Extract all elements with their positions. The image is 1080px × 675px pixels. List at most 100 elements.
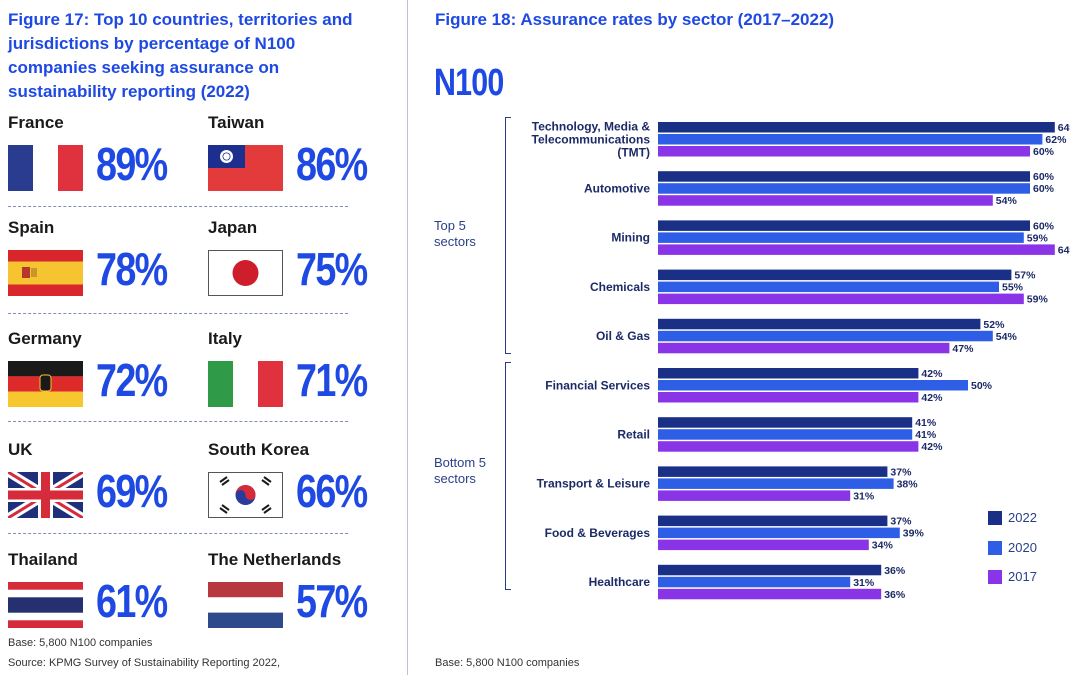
country-name: Japan bbox=[208, 218, 258, 237]
bar-2022 bbox=[658, 122, 1055, 133]
bar-2017 bbox=[658, 490, 851, 501]
bar-2017 bbox=[658, 244, 1055, 255]
bar-2022 bbox=[658, 269, 1012, 281]
country-cell-germany: Germany 72% bbox=[8, 329, 198, 429]
bar-2017 bbox=[658, 146, 1030, 157]
bar-value-label: 59% bbox=[1027, 232, 1049, 244]
country-cell-netherlands: The Netherlands 57% bbox=[208, 550, 398, 650]
country-cell-spain: Spain 78% bbox=[8, 218, 198, 318]
country-percentage: 78% bbox=[96, 243, 168, 295]
bar-2020 bbox=[658, 281, 999, 293]
row-separator bbox=[8, 206, 348, 207]
figure-17-source-note: Source: KPMG Survey of Sustainability Re… bbox=[8, 657, 281, 669]
country-name: Taiwan bbox=[208, 113, 265, 132]
country-cell-taiwan: Taiwan 86% bbox=[208, 113, 398, 213]
row-separator bbox=[8, 313, 348, 314]
figure-18-panel: Figure 18: Assurance rates by sector (20… bbox=[410, 0, 1080, 675]
spain-flag-icon bbox=[8, 250, 83, 296]
bar-2022 bbox=[658, 564, 882, 576]
legend-swatch-2017 bbox=[988, 570, 1002, 584]
country-name: France bbox=[8, 113, 64, 132]
bar-value-label: 64% bbox=[1058, 244, 1070, 256]
bar-value-label: 60% bbox=[1033, 146, 1055, 158]
category-label: Automotive bbox=[584, 181, 650, 195]
country-percentage: 66% bbox=[296, 465, 368, 517]
bar-value-label: 39% bbox=[903, 528, 925, 540]
bar-value-label: 50% bbox=[971, 380, 993, 392]
legend-swatch-2020 bbox=[988, 541, 1002, 555]
bar-value-label: 36% bbox=[884, 589, 906, 600]
japan-flag-icon bbox=[208, 250, 283, 296]
country-percentage: 71% bbox=[296, 354, 368, 406]
category-label: Transport & Leisure bbox=[537, 477, 651, 491]
bar-2017 bbox=[658, 293, 1024, 305]
bar-2020 bbox=[658, 478, 894, 489]
country-percentage: 86% bbox=[296, 138, 368, 190]
bar-2017 bbox=[658, 539, 869, 551]
category-label: Healthcare bbox=[589, 575, 651, 589]
country-name: Spain bbox=[8, 218, 55, 237]
top-5-sectors-label: Top 5 sectors bbox=[434, 218, 476, 249]
country-cell-france: France 89% bbox=[8, 113, 198, 213]
bar-value-label: 37% bbox=[890, 516, 912, 528]
category-label: Financial Services bbox=[545, 378, 650, 392]
figure-18-base-note: Base: 5,800 N100 companies bbox=[435, 657, 580, 669]
bar-value-label: 31% bbox=[853, 577, 875, 589]
country-percentage: 69% bbox=[96, 465, 168, 517]
bar-value-label: 37% bbox=[890, 466, 912, 478]
figure-17-base-note: Base: 5,800 N100 companies bbox=[8, 637, 153, 649]
bar-2020 bbox=[658, 232, 1024, 243]
country-cell-uk: UK 69% bbox=[8, 440, 198, 540]
legend-item-2020: 2020 bbox=[988, 540, 1068, 556]
country-name: South Korea bbox=[208, 440, 310, 459]
country-name: UK bbox=[8, 440, 33, 459]
bar-2020 bbox=[658, 576, 851, 588]
figure-17-panel: Figure 17: Top 10 countries, territories… bbox=[0, 0, 400, 675]
south-korea-flag-icon bbox=[208, 472, 283, 518]
country-name: Thailand bbox=[8, 550, 78, 569]
bar-2017 bbox=[658, 392, 919, 403]
bar-2020 bbox=[658, 134, 1043, 145]
bottom-5-sectors-label: Bottom 5 sectors bbox=[434, 455, 487, 486]
bar-2022 bbox=[658, 417, 913, 428]
bar-value-label: 38% bbox=[897, 478, 919, 490]
figure-18-title: Figure 18: Assurance rates by sector (20… bbox=[435, 10, 835, 29]
bar-2022 bbox=[658, 220, 1030, 231]
bar-value-label: 57% bbox=[1014, 270, 1036, 282]
legend-label-2022: 2022 bbox=[1008, 510, 1037, 525]
country-percentage: 61% bbox=[96, 575, 168, 627]
country-name: Germany bbox=[8, 329, 82, 348]
bar-value-label: 59% bbox=[1027, 294, 1049, 306]
bar-value-label: 55% bbox=[1002, 282, 1024, 294]
bar-2020 bbox=[658, 380, 968, 391]
bar-value-label: 52% bbox=[983, 319, 1005, 331]
category-label: Food & Beverages bbox=[545, 526, 651, 540]
legend-item-2017: 2017 bbox=[988, 569, 1068, 585]
country-name: The Netherlands bbox=[208, 550, 342, 569]
country-cell-thailand: Thailand 61% bbox=[8, 550, 198, 650]
bar-2017 bbox=[658, 588, 882, 600]
category-label: Retail bbox=[617, 427, 650, 441]
bar-2022 bbox=[658, 466, 888, 477]
category-label: Technology, Media & Telecommunications (TM… bbox=[532, 119, 651, 159]
bar-value-label: 42% bbox=[921, 368, 943, 380]
netherlands-flag-icon bbox=[208, 582, 283, 628]
bar-2022 bbox=[658, 368, 919, 379]
bar-value-label: 54% bbox=[996, 331, 1018, 343]
bar-value-label: 60% bbox=[1033, 171, 1055, 183]
category-label: Oil & Gas bbox=[596, 329, 650, 343]
country-percentage: 72% bbox=[96, 354, 168, 406]
bar-value-label: 41% bbox=[915, 429, 937, 441]
bar-value-label: 31% bbox=[853, 490, 875, 502]
france-flag-icon bbox=[8, 145, 83, 191]
sector-assurance-bar-chart: Technology, Media & Telecommunications (TM… bbox=[532, 119, 1070, 600]
country-cell-japan: Japan 75% bbox=[208, 218, 398, 318]
country-percentage: 89% bbox=[96, 138, 168, 190]
bar-2020 bbox=[658, 330, 993, 342]
bar-value-label: 42% bbox=[921, 392, 943, 404]
legend-label-2017: 2017 bbox=[1008, 569, 1037, 584]
country-name: Italy bbox=[208, 329, 243, 348]
bar-value-label: 64% bbox=[1058, 122, 1070, 134]
bar-2022 bbox=[658, 515, 888, 527]
top-5-bracket bbox=[505, 117, 512, 354]
